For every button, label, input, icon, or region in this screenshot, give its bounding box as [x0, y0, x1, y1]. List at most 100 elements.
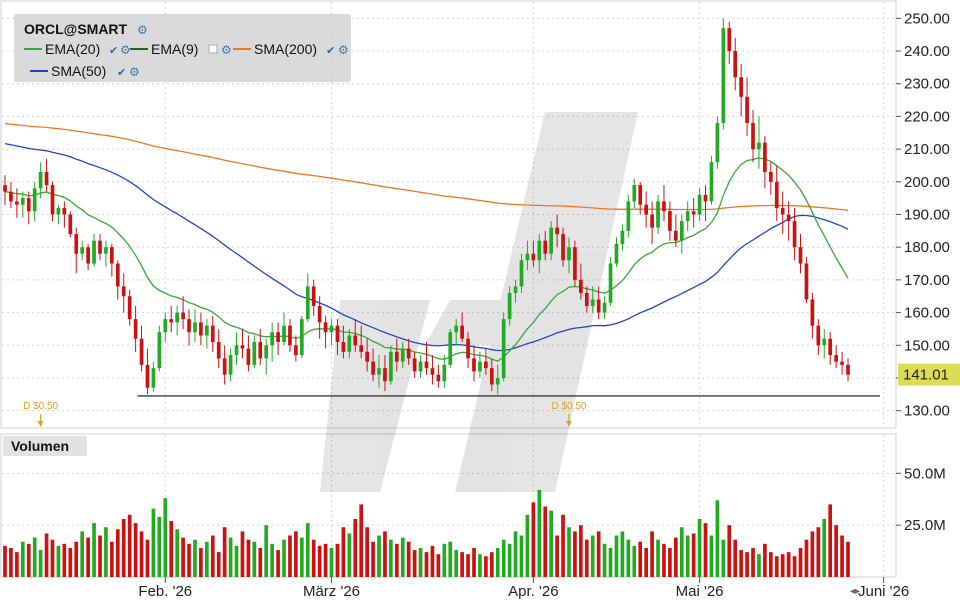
- x-tick-label: Mai '26: [676, 583, 724, 600]
- volume-bar: [549, 510, 554, 577]
- y-tick-label: 160.00: [904, 305, 950, 322]
- x-tick-label: Apr. '26: [508, 583, 558, 600]
- checkmark-icon[interactable]: ✔: [326, 45, 335, 57]
- volume-bar: [115, 529, 120, 577]
- checkmark-icon[interactable]: ✔: [109, 45, 118, 57]
- candle-body: [703, 194, 708, 202]
- candle-body: [543, 240, 548, 254]
- candle-body: [834, 355, 838, 362]
- y-tick-label: 190.00: [904, 207, 950, 224]
- candle-body: [175, 312, 180, 323]
- volume-bar: [656, 539, 660, 577]
- candle-body: [531, 253, 536, 261]
- candle-body: [133, 319, 138, 339]
- candle-body: [424, 361, 429, 369]
- candle-body: [567, 247, 571, 261]
- candle-body: [436, 374, 441, 382]
- candle-body: [115, 263, 120, 287]
- volume-bar: [460, 552, 464, 577]
- volume-bar: [466, 554, 470, 577]
- volume-bar: [733, 539, 738, 577]
- volume-bar: [798, 547, 803, 577]
- candle-body: [234, 345, 239, 356]
- volume-bar: [489, 552, 494, 577]
- volume-bar: [270, 543, 274, 577]
- volume-bar: [38, 550, 43, 577]
- volume-bar: [703, 523, 708, 577]
- volume-bar: [294, 531, 298, 577]
- settings-icon[interactable]: ⚙: [120, 43, 131, 57]
- volume-bar: [383, 531, 387, 577]
- candle-body: [751, 122, 755, 150]
- volume-bar: [679, 527, 684, 577]
- candle-body: [608, 263, 613, 303]
- candle-body: [127, 296, 132, 320]
- volume-bar: [157, 516, 162, 577]
- volume-bar: [709, 535, 714, 577]
- candle-body: [739, 77, 743, 97]
- volume-bar: [834, 525, 838, 577]
- candle-body: [478, 361, 482, 372]
- candle-body: [50, 185, 55, 215]
- checkmark-icon[interactable]: ✔: [117, 67, 126, 79]
- candle-body: [329, 325, 334, 333]
- candle-body: [394, 351, 399, 362]
- volume-bar: [768, 552, 773, 577]
- candle-body: [151, 368, 156, 388]
- volume-bar: [56, 545, 61, 577]
- volume-bar: [543, 506, 548, 577]
- candle-body: [620, 230, 625, 244]
- settings-icon[interactable]: ⚙: [338, 43, 349, 57]
- volume-title: Volumen: [11, 438, 69, 454]
- candle-body: [56, 207, 61, 215]
- volume-bar: [32, 537, 37, 577]
- volume-bar: [353, 518, 358, 577]
- candle-body: [377, 368, 381, 375]
- candle-body: [418, 361, 423, 372]
- settings-icon[interactable]: ⚙: [221, 43, 232, 57]
- candle-body: [501, 319, 506, 378]
- volume-bar: [418, 547, 423, 577]
- volume-bar: [424, 552, 429, 577]
- volume-bar: [205, 541, 209, 577]
- volume-bar: [359, 504, 364, 577]
- volume-bar: [507, 543, 512, 577]
- candle-body: [181, 312, 185, 320]
- volume-bar: [86, 537, 90, 577]
- y-tick-label: 200.00: [904, 174, 950, 191]
- x-tick-label: März '26: [303, 583, 360, 600]
- candle-body: [98, 240, 102, 254]
- volume-bar: [258, 547, 263, 577]
- candle-body: [644, 204, 648, 215]
- candle-body: [733, 51, 738, 78]
- candle-body: [199, 322, 203, 336]
- candle-body: [656, 201, 660, 228]
- volume-bar: [412, 550, 417, 577]
- checkbox-icon[interactable]: [208, 44, 218, 54]
- candle-body: [472, 358, 476, 372]
- candle-body: [484, 361, 488, 369]
- volume-bar: [816, 527, 821, 577]
- y-tick-label: 210.00: [904, 141, 950, 158]
- volume-bar: [323, 543, 328, 577]
- volume-bar: [822, 518, 827, 577]
- settings-icon[interactable]: ⚙: [129, 65, 140, 79]
- legend: ORCL@SMART ⚙ EMA(20) ✔ ⚙ EMA(9) ⚙ SMA(20…: [14, 14, 351, 82]
- volume-bar: [644, 547, 648, 577]
- scroll-right-icon[interactable]: ◂▸: [850, 586, 860, 597]
- y-tick-label: 220.00: [904, 108, 950, 125]
- volume-bar: [590, 535, 595, 577]
- volume-bar: [519, 535, 524, 577]
- volume-bar: [757, 554, 761, 577]
- candle-body: [157, 332, 162, 369]
- volume-bar: [573, 531, 577, 577]
- volume-bar: [745, 552, 749, 577]
- volume-bar: [110, 541, 114, 577]
- settings-icon[interactable]: ⚙: [137, 23, 148, 37]
- volume-bar: [317, 545, 322, 577]
- candle-body: [169, 319, 174, 323]
- candle-body: [270, 332, 274, 346]
- candle-body: [668, 211, 672, 231]
- volume-bar: [531, 502, 536, 577]
- candle-body: [38, 172, 43, 189]
